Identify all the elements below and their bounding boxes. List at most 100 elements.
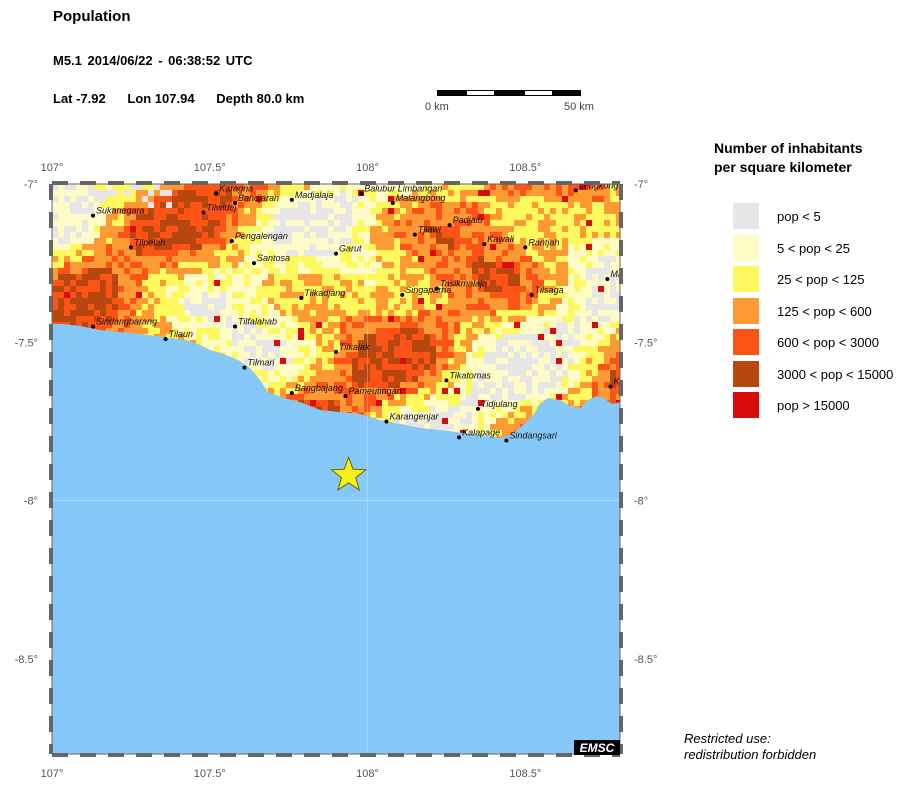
latitude: Lat -7.92: [53, 91, 106, 106]
place-label: Bandjaran: [238, 193, 279, 203]
place-label: Pameutingan: [348, 386, 401, 396]
lat-tick-left: -7°: [24, 179, 38, 191]
place-marker: Pengalengan: [229, 231, 288, 243]
lat-tick-right: -8.5°: [634, 654, 657, 666]
legend-title: Number of inhabitants per square kilomet…: [714, 140, 863, 175]
legend-label: pop < 5: [777, 209, 821, 224]
lon-tick-top: 108.5°: [509, 162, 541, 174]
legend-swatch: [733, 234, 759, 261]
depth: Depth 80.0 km: [216, 91, 305, 106]
population-map: Sukanegara Tilpelah Tilwidej KaragnaBandjar…: [15, 162, 658, 780]
place-label: Tilkalak: [339, 342, 370, 352]
legend-swatch: [733, 360, 759, 387]
epicenter-marker: [330, 455, 368, 492]
place-marker: Balubur Limbangan: [359, 184, 442, 196]
lat-tick-right: -7.5°: [634, 337, 657, 349]
place-marker: Tilsaga: [529, 285, 564, 297]
place-marker: Tasikmalaja: [434, 279, 487, 291]
place-label: Santosa: [257, 253, 290, 263]
place-label: Garut: [339, 244, 362, 254]
lon-tick-bottom: 107°: [41, 768, 64, 780]
legend-swatch: [733, 392, 759, 418]
legend-swatch: [733, 203, 759, 229]
magnitude: M5.1: [53, 53, 82, 68]
legend-item: pop > 15000: [733, 392, 893, 424]
event-summary: M5.1 2014/06/22 - 06:38:52 UTC: [53, 53, 253, 68]
axis-ticks: 107° 107° 107.5° 107.5° 108° 108° 108.5° 108.5°…: [15, 162, 658, 780]
place-marker: Bangbajang: [289, 383, 343, 395]
lon-tick-top: 108°: [356, 162, 379, 174]
place-marker: Padjaiu: [447, 215, 483, 228]
lon-tick-top: 107.5°: [194, 162, 226, 174]
place-label: Sindangsari: [509, 431, 558, 441]
lon-tick-bottom: 108°: [356, 768, 379, 780]
place-label: Tilaun: [169, 329, 193, 339]
legend-swatch: [733, 266, 759, 292]
place-marker: Karangenjar: [384, 412, 440, 424]
place-marker: Bandjaran: [233, 193, 279, 205]
place-label: Kawali: [487, 234, 515, 244]
place-label: Ma: [610, 269, 623, 279]
place-marker: Tilkalak: [334, 342, 370, 354]
place-marker: Pameutingan: [343, 386, 402, 399]
place-label: Malangbong: [396, 193, 446, 203]
longitude: Lon 107.94: [127, 91, 195, 106]
legend-label: 5 < pop < 25: [777, 240, 851, 256]
place-marker: Tilaun: [163, 329, 193, 342]
event-location: Lat -7.92 Lon 107.94 Depth 80.0 km: [53, 91, 322, 106]
legend-swatch: [733, 329, 759, 355]
legend: pop < 5 5 < pop < 25 25 < pop < 125 125 < p…: [733, 203, 893, 424]
place-marker: Rantjah: [523, 237, 559, 250]
restricted-notice: Restricted use: redistribution forbidden: [684, 731, 817, 762]
place-label: Tilpelah: [134, 237, 165, 247]
event-datetime: 2014/06/22 - 06:38:52 UTC: [87, 53, 253, 68]
place-labels: Sukanegara Tilpelah Tilwidej KaragnaBandjar…: [91, 180, 623, 443]
legend-label: 600 < pop < 3000: [777, 335, 879, 350]
map-frame: [49, 181, 623, 757]
lon-tick-bottom: 108.5°: [509, 768, 541, 780]
place-label: Tilwidej: [206, 203, 237, 213]
place-label: Karangenjar: [389, 412, 439, 422]
legend-swatch: [733, 297, 759, 324]
legend-item: pop < 5: [733, 203, 893, 235]
place-marker: Ma: [605, 269, 623, 281]
graticule: [52, 184, 620, 754]
legend-item: 3000 < pop < 15000: [733, 360, 893, 393]
place-marker: Tilmari: [242, 358, 275, 370]
scale-start-label: 0 km: [425, 101, 449, 113]
legend-item: 125 < pop < 600: [733, 297, 893, 330]
place-label: Balubur Limbangan: [364, 184, 442, 194]
place-marker: Tikatomas: [444, 370, 491, 383]
place-label: Tilkadjang: [304, 288, 345, 298]
lat-tick-right: -8°: [634, 496, 648, 508]
legend-item: 600 < pop < 3000: [733, 329, 893, 361]
place-label: Pengalengan: [235, 231, 288, 241]
place-marker: Garut: [334, 244, 362, 256]
place-marker: Kalapage: [457, 427, 500, 440]
place-label: Bangbajang: [295, 383, 343, 393]
place-label: Tilfalahab: [238, 317, 277, 327]
place-label: Tilmari: [247, 358, 275, 368]
place-label: Padjaiu: [453, 215, 483, 225]
lat-tick-right: -7°: [634, 179, 648, 191]
place-marker: Tilkadjang: [299, 288, 345, 300]
place-marker: Kawali: [482, 234, 515, 247]
place-marker: Sindangbarang: [91, 317, 157, 329]
place-marker: Tilwidej: [201, 203, 237, 215]
place-marker: Tilpelah: [128, 237, 165, 250]
legend-label: 25 < pop < 125: [777, 272, 865, 287]
place-label: Sindangbarang: [96, 317, 157, 327]
place-marker: Karagna: [214, 184, 253, 196]
place-marker: Tidjulang: [476, 399, 517, 411]
place-label: Lengkong: [579, 180, 619, 190]
emsc-credit: EMSC: [574, 740, 620, 755]
place-marker: Sindangsari: [504, 431, 558, 443]
scale-bar: [437, 90, 581, 96]
place-marker: Malangbong: [390, 193, 446, 205]
place-label: Tidjulang: [481, 399, 517, 409]
legend-label: pop > 15000: [777, 398, 850, 413]
place-label: Sukanegara: [96, 206, 145, 216]
place-marker: Sukanegara: [91, 206, 145, 218]
place-label: Tilsaga: [535, 285, 564, 295]
legend-label: 125 < pop < 600: [777, 303, 872, 319]
